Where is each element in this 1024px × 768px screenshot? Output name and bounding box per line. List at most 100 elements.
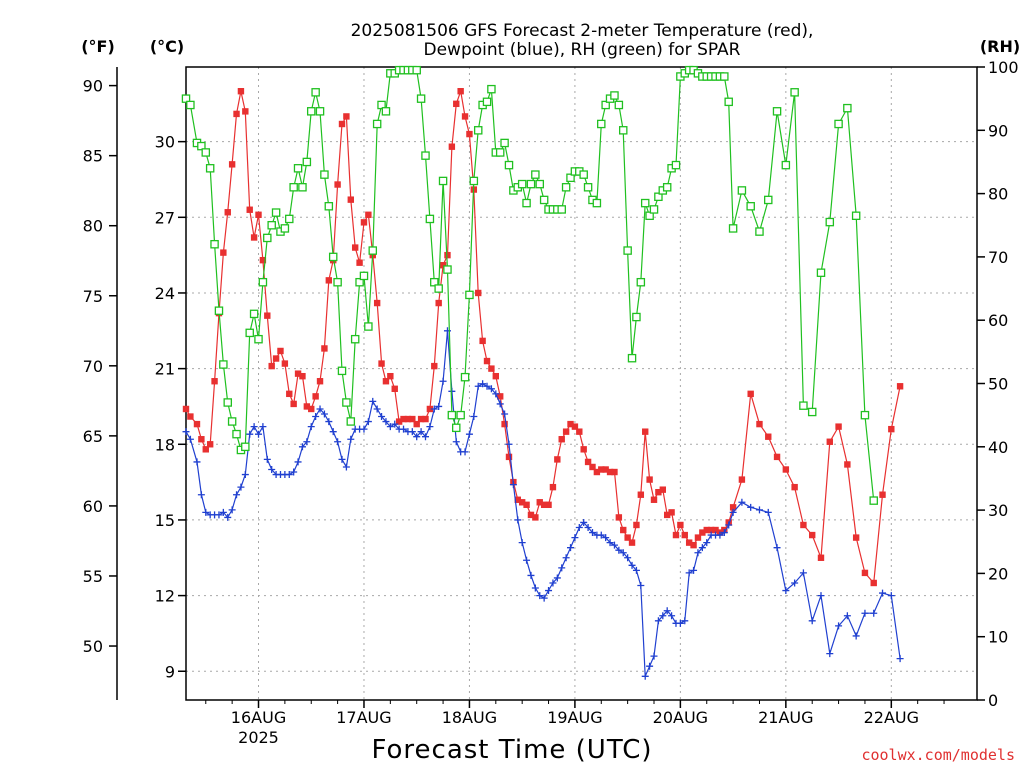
temperature-point: [475, 289, 482, 297]
temperature-point: [602, 466, 609, 473]
x-tick-label: 18AUG: [442, 708, 497, 727]
temperature-point: [343, 113, 350, 120]
rh-point: [636, 277, 646, 287]
dewpoint-point: [624, 554, 632, 562]
rh-point: [640, 198, 650, 208]
temperature-point: [316, 378, 324, 385]
rh-point: [377, 100, 386, 110]
rh-point: [280, 224, 290, 233]
temperature-point: [409, 415, 416, 423]
rh-point: [342, 398, 351, 407]
temperature-point: [628, 539, 636, 546]
dewpoint-point: [531, 584, 539, 592]
temperature-point: [685, 539, 693, 546]
temperature-point: [624, 534, 631, 541]
dewpoint-point: [602, 534, 610, 542]
temperature-point: [356, 259, 363, 266]
dewpoint-point: [334, 438, 342, 446]
temperature-point: [505, 453, 513, 461]
dewpoint-point: [518, 539, 526, 547]
rh-tick-label: 80: [988, 185, 1008, 204]
dewpoint-point: [487, 385, 495, 393]
temperature-point: [738, 476, 746, 483]
dewpoint-point: [312, 413, 320, 421]
temperature-point: [457, 88, 464, 95]
celsius-tick-label: 9: [165, 662, 175, 681]
temperature-point: [870, 579, 877, 587]
dewpoint-point: [329, 428, 337, 436]
dewpoint-point: [628, 561, 636, 569]
temperature-point: [571, 423, 579, 430]
temperature-point: [373, 299, 381, 307]
rh-point: [504, 160, 514, 170]
rh-point: [324, 202, 334, 211]
rh-point: [592, 198, 602, 208]
rh-point: [469, 176, 479, 186]
rh-point: [500, 138, 509, 148]
temperature-point: [646, 476, 653, 483]
dewpoint-point: [681, 617, 689, 625]
temperature-point: [540, 501, 548, 509]
chart-title-line-1: 2025081506 GFS Forecast 2-meter Temperat…: [351, 21, 814, 41]
temperature-point: [187, 413, 194, 420]
tick-labels: 9 12 15 18 21 24 27 30 50 55 60 65 70 75 80 85 90 0 10 20 30…: [83, 58, 1019, 747]
dewpoint-point: [703, 539, 711, 547]
rh-tick-label: 30: [988, 501, 1008, 520]
series-rh: [181, 65, 878, 505]
dewpoint-point: [246, 430, 254, 438]
dewpoint-point: [224, 513, 232, 521]
rh-tick-label: 50: [988, 375, 1008, 394]
temperature-point: [378, 360, 385, 367]
fahrenheit-tick-label: 50: [83, 637, 103, 656]
rh-tick-label: 40: [988, 438, 1008, 457]
temperature-point: [237, 88, 245, 95]
rh-point: [807, 407, 817, 417]
celsius-unit-label: (°C): [150, 37, 184, 56]
dewpoint-point: [764, 508, 772, 516]
dewpoint-point: [791, 579, 799, 587]
temperature-point: [712, 526, 719, 534]
temperature-point: [277, 347, 284, 355]
rh-tick-label: 20: [988, 564, 1008, 583]
rh-point: [337, 366, 347, 376]
rh-point: [434, 284, 443, 293]
temperature-point: [773, 453, 781, 461]
temperature-point: [448, 143, 456, 150]
dewpoint-point: [799, 569, 807, 577]
rh-point: [245, 328, 254, 338]
rh-point: [333, 277, 342, 287]
dewpoint-point: [237, 483, 245, 491]
dewpoint-point: [496, 400, 504, 408]
dewpoint-point: [186, 435, 194, 443]
rh-point: [460, 372, 470, 382]
rh-point: [254, 334, 263, 344]
rh-point: [214, 306, 224, 315]
rh-point: [834, 119, 843, 129]
fahrenheit-tick-label: 65: [83, 427, 103, 446]
dewpoint-point: [505, 440, 513, 448]
celsius-tick-label: 12: [155, 587, 175, 606]
temperature-point: [835, 423, 842, 430]
x-axis-label: Forecast Time (UTC): [371, 735, 652, 765]
dewpoint-point: [514, 516, 522, 524]
dewpoint-point: [549, 579, 557, 587]
dewpoint-point: [782, 587, 790, 595]
celsius-tick-label: 18: [155, 435, 175, 454]
rh-point: [473, 126, 483, 135]
rh-point: [258, 277, 268, 287]
dewpoint-point: [338, 455, 346, 463]
rh-tick-label: 60: [988, 311, 1008, 330]
series-dewpoint: [182, 327, 904, 680]
dewpoint-point: [887, 592, 895, 600]
dewpoint-point: [567, 544, 575, 552]
fahrenheit-tick-label: 85: [83, 147, 103, 166]
rh-point: [482, 97, 492, 107]
temperature-point: [765, 433, 772, 440]
rh-point: [755, 227, 764, 236]
rh-point: [181, 94, 191, 103]
temperature-point: [466, 130, 473, 138]
rh-point: [201, 148, 211, 157]
temperature-point: [431, 362, 438, 370]
temperature-point: [747, 390, 754, 398]
temperature-point: [182, 405, 190, 413]
